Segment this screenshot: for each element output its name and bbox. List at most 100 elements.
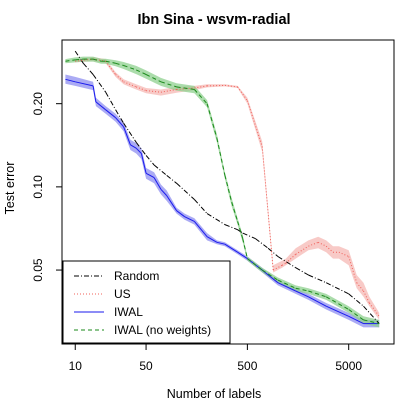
- line-segment-iwal: [348, 315, 364, 325]
- line-segment-iwal-no-weights: [242, 238, 248, 259]
- line-segment-iwal: [160, 188, 168, 196]
- y-tick-label: 0.10: [31, 175, 45, 199]
- chart-title: Ibn Sina - wsvm-radial: [137, 12, 290, 28]
- line-segment-iwal: [308, 296, 327, 307]
- legend-box: [62, 260, 231, 344]
- series-us: [75, 58, 380, 317]
- line-segment-iwal-no-weights: [145, 74, 162, 83]
- line-segment-random: [82, 62, 94, 75]
- line-segment-random: [325, 282, 349, 295]
- line-segment-iwal-no-weights: [348, 309, 364, 321]
- line-segment-iwal: [123, 126, 131, 145]
- legend-label-random: Random: [114, 269, 159, 283]
- line-segment-iwal-no-weights: [65, 59, 76, 62]
- line-segment-random: [348, 293, 364, 307]
- line-segment-iwal: [145, 172, 155, 179]
- line-segment-us: [363, 290, 370, 304]
- line-segment-iwal: [105, 109, 116, 119]
- line-segment-iwal: [194, 221, 208, 238]
- line-segment-iwal: [92, 85, 97, 102]
- plot-frame: [61, 39, 395, 345]
- line-segment-us: [246, 100, 263, 147]
- line-segment-us: [224, 84, 238, 88]
- line-segment-iwal-no-weights: [216, 138, 226, 176]
- line-segment-iwal: [237, 251, 248, 260]
- line-segment-iwal-no-weights: [206, 103, 218, 139]
- line-segment-random: [194, 199, 208, 214]
- line-segment-iwal-no-weights: [277, 279, 296, 289]
- line-segment-iwal-no-weights: [115, 62, 124, 66]
- line-segment-iwal-no-weights: [224, 175, 233, 203]
- line-segment-random: [92, 74, 107, 93]
- line-segment-random: [242, 232, 256, 240]
- line-segment-iwal: [115, 117, 124, 128]
- series-lines: [65, 50, 380, 325]
- line-segment-random: [105, 91, 117, 111]
- line-segment-us: [285, 253, 297, 264]
- line-segment-iwal: [75, 81, 94, 87]
- line-segment-random: [176, 182, 195, 200]
- line-segment-us: [295, 245, 309, 255]
- legend-label-us: US: [114, 287, 131, 301]
- line-segment-iwal-no-weights: [363, 319, 380, 325]
- line-segment-us: [146, 90, 161, 93]
- x-tick-label: 5000: [335, 359, 362, 373]
- line-segment-iwal: [140, 153, 147, 174]
- line-segment-iwal-no-weights: [135, 69, 147, 75]
- line-segment-random: [363, 305, 380, 324]
- series-iwal: [65, 78, 380, 325]
- line-segment-iwal: [216, 241, 226, 245]
- line-segment-iwal-no-weights: [123, 65, 137, 71]
- line-segment-iwal: [130, 144, 137, 149]
- y-axis: 0.05 0.10 0.20: [31, 92, 62, 282]
- line-segment-random: [166, 175, 177, 184]
- line-segment-iwal-no-weights: [105, 60, 116, 64]
- x-tick-label: 500: [237, 359, 257, 373]
- line-segment-random: [224, 224, 238, 231]
- line-segment-us: [194, 85, 208, 89]
- line-segment-iwal-no-weights: [75, 58, 84, 61]
- x-tick-label: 10: [69, 359, 83, 373]
- line-segment-us: [281, 262, 287, 266]
- y-tick-label: 0.20: [31, 92, 45, 116]
- line-segment-random: [206, 213, 226, 226]
- line-segment-iwal: [224, 243, 238, 253]
- line-segment-iwal: [166, 195, 178, 211]
- line-segment-iwal-no-weights: [231, 202, 239, 222]
- line-segment-iwal-no-weights: [261, 269, 279, 281]
- x-axis: 10 50 500 5000: [69, 344, 362, 373]
- line-segment-iwal: [135, 147, 142, 154]
- line-segment-random: [74, 50, 84, 64]
- line-segment-iwal-no-weights: [194, 89, 208, 105]
- band-iwal: [65, 74, 380, 328]
- line-segment-iwal-no-weights: [92, 58, 102, 62]
- confidence-bands: [65, 56, 380, 328]
- line-segment-iwal-no-weights: [160, 81, 177, 88]
- line-segment-iwal: [325, 305, 349, 317]
- line-segment-random: [145, 155, 155, 166]
- line-segment-iwal: [95, 101, 107, 111]
- line-segment-iwal: [153, 177, 162, 190]
- x-axis-title: Number of labels: [167, 387, 262, 401]
- line-segment-iwal-no-weights: [176, 86, 195, 90]
- legend-label-iwal: IWAL: [114, 305, 143, 319]
- y-tick-label: 0.05: [31, 258, 45, 282]
- line-segment-us: [115, 74, 124, 83]
- line-segment-random: [255, 238, 269, 249]
- line-segment-iwal-no-weights: [237, 221, 244, 239]
- x-tick-label: 50: [139, 359, 153, 373]
- line-segment-random: [267, 247, 279, 257]
- line-segment-iwal-no-weights: [325, 296, 349, 310]
- series-random: [74, 50, 380, 324]
- line-segment-random: [277, 256, 296, 269]
- line-segment-random: [135, 141, 147, 156]
- line-segment-iwal-no-weights: [295, 287, 309, 292]
- line-segment-iwal-no-weights: [247, 258, 263, 271]
- line-segment-random: [123, 122, 137, 143]
- legend-label-iwal-no-weights: IWAL (no weights): [114, 323, 211, 337]
- line-segment-random: [308, 274, 327, 284]
- line-segment-random: [295, 267, 309, 276]
- series-iwal-no-weights: [65, 58, 380, 325]
- y-axis-title: Test error: [3, 162, 17, 215]
